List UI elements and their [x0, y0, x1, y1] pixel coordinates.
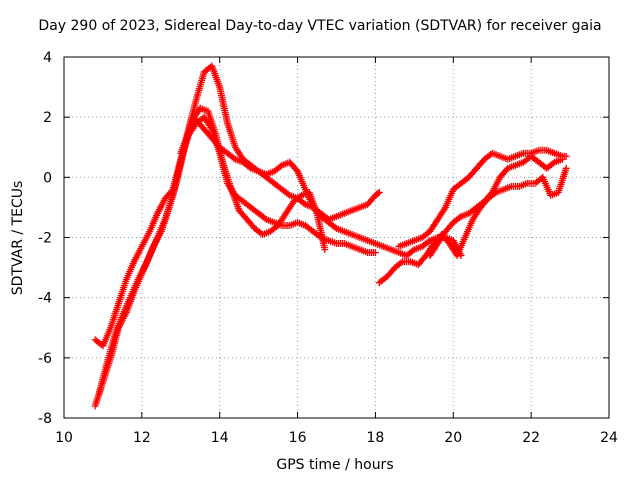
- x-tick-label: 10: [55, 430, 73, 446]
- y-tick-label: -2: [38, 231, 52, 247]
- data-point: [371, 249, 379, 257]
- y-tick-label: 0: [43, 170, 52, 186]
- data-point: [424, 238, 432, 246]
- data-point: [562, 152, 570, 160]
- x-tick-label: 14: [211, 430, 229, 446]
- plot-points: [91, 62, 570, 410]
- y-tick-label: -8: [38, 411, 52, 427]
- data-point: [296, 193, 304, 201]
- data-point: [549, 159, 557, 167]
- data-point: [397, 259, 405, 267]
- data-point: [456, 214, 464, 222]
- x-axis-label: GPS time / hours: [276, 457, 394, 473]
- data-point: [374, 189, 382, 197]
- data-point: [375, 188, 383, 196]
- series-5: [375, 164, 570, 287]
- series-3: [95, 104, 329, 398]
- data-point: [284, 190, 292, 198]
- data-point: [562, 164, 570, 172]
- y-tick-label: 2: [43, 110, 52, 126]
- data-point: [331, 223, 339, 231]
- series-6: [395, 146, 570, 251]
- y-tick-label: -4: [38, 291, 52, 307]
- y-tick-label: 4: [43, 50, 52, 66]
- data-point: [558, 155, 566, 163]
- data-point: [261, 214, 269, 222]
- series-7: [426, 152, 566, 260]
- series-1: [91, 62, 383, 410]
- data-point: [245, 163, 253, 171]
- x-tick-label: 22: [522, 430, 540, 446]
- data-point: [276, 163, 284, 171]
- data-point: [292, 166, 300, 174]
- data-point: [321, 246, 329, 254]
- x-tick-label: 20: [444, 430, 462, 446]
- x-tick-label: 18: [367, 430, 385, 446]
- y-tick-label: -6: [38, 351, 52, 367]
- x-tick-label: 24: [600, 430, 618, 446]
- x-tick-label: 16: [289, 430, 307, 446]
- x-tick-label: 12: [133, 430, 151, 446]
- data-point: [409, 247, 417, 255]
- data-point: [230, 154, 238, 162]
- y-axis-label: SDTVAR / TECUs: [10, 180, 26, 296]
- data-point: [300, 199, 308, 207]
- chart-title: Day 290 of 2023, Sidereal Day-to-day VTE…: [38, 18, 602, 34]
